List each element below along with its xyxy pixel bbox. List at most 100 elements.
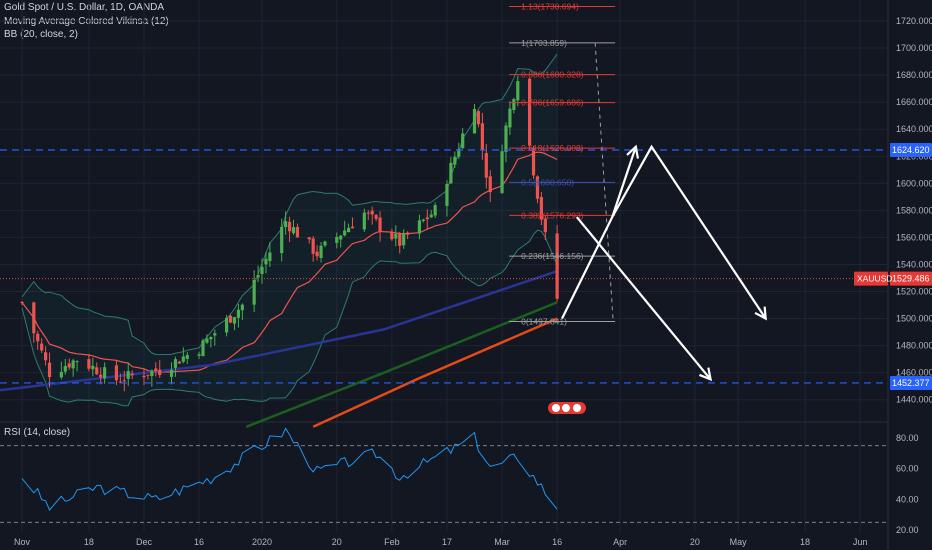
candle-body	[103, 367, 107, 379]
candle-body	[177, 361, 181, 364]
arrowhead	[626, 144, 640, 159]
candle-body	[319, 245, 323, 259]
rsi-pane	[0, 427, 888, 523]
candle-body	[146, 374, 150, 376]
time-tick-label: Feb	[384, 537, 400, 547]
candle-body	[150, 370, 154, 377]
candle-body	[59, 371, 63, 378]
rsi-tick-label: 40.00	[896, 494, 919, 504]
candle-body	[307, 237, 311, 240]
time-tick-label: 16	[552, 537, 562, 547]
time-tick-label: 20	[690, 537, 700, 547]
candle-body	[142, 375, 146, 378]
chart-title: Gold Spot / U.S. Dollar, 1D, OANDA	[4, 2, 165, 13]
candle-body	[539, 196, 543, 220]
candle-body	[205, 338, 209, 343]
candle-body	[339, 235, 343, 240]
candle-body	[457, 148, 461, 157]
time-tick-label: 16	[194, 537, 204, 547]
time-tick-label: 18	[84, 537, 94, 547]
rsi-label[interactable]: RSI (14, close)	[4, 427, 71, 438]
time-tick-label: May	[730, 537, 748, 547]
candle-body	[169, 369, 174, 377]
candle-body	[185, 354, 189, 359]
candle-body	[484, 153, 488, 178]
price-tick-label: 1560.000	[896, 232, 932, 242]
fib-level-label: 0.786(1659.686)	[521, 98, 584, 108]
candle-body	[63, 366, 67, 372]
projection-arrows	[561, 144, 767, 382]
candle-body	[91, 365, 95, 370]
candle-body	[472, 108, 477, 134]
candle-body	[343, 230, 347, 236]
price-tick-label: 1580.000	[896, 205, 932, 215]
candle-body	[47, 362, 52, 378]
candle-body	[228, 315, 233, 323]
candle-body	[362, 212, 366, 230]
candle-body	[512, 99, 516, 110]
candle-body	[378, 217, 382, 232]
candle-body	[453, 156, 457, 165]
candle-body	[232, 317, 237, 324]
candle-body	[114, 365, 119, 381]
fibonacci-levels: 1.13(1730.694) 1(1703.859) 0.886(1680.328)…	[509, 2, 616, 326]
projection-arrow-a	[561, 144, 767, 320]
candle-body	[240, 304, 244, 311]
time-tick-label: Jun	[853, 537, 868, 547]
upper-level-badge: 1624.620	[892, 145, 930, 155]
candle-body	[516, 81, 520, 101]
candle-body	[268, 252, 272, 261]
candle-body	[40, 343, 44, 351]
candle-body	[402, 232, 406, 246]
fib-level-label: 1.13(1730.694)	[521, 2, 579, 12]
candle-body	[44, 352, 48, 361]
candle-body	[480, 123, 484, 151]
grid	[0, 0, 888, 532]
indicator-bb-label[interactable]: BB (20, close, 2)	[4, 29, 78, 40]
candle-body	[284, 221, 288, 228]
candle-body	[417, 220, 422, 234]
rsi-tick-label: 20.00	[896, 525, 919, 535]
candle-body	[75, 361, 79, 363]
candle-body	[252, 279, 256, 305]
lower-level-badge: 1452.377	[892, 378, 930, 388]
candle-body	[504, 125, 508, 152]
event-dot-icon	[552, 404, 560, 412]
time-tick-label: 18	[800, 537, 810, 547]
candle-body	[433, 205, 437, 216]
candle-body	[32, 302, 36, 334]
price-tick-label: 1680.000	[896, 70, 932, 80]
candle-body	[366, 212, 370, 214]
candle-body	[425, 217, 429, 220]
arrowhead	[754, 306, 767, 321]
candle-body	[421, 219, 425, 221]
candle-body	[508, 108, 512, 128]
symbol-badge: XAUUSD	[857, 274, 892, 284]
price-tick-label: 1660.000	[896, 97, 932, 107]
price-tick-label: 1480.000	[896, 341, 932, 351]
price-tick-label: 1600.000	[896, 178, 932, 188]
ma-long-red	[312, 317, 558, 428]
fib-level-label: 0.5(1600.650)	[521, 177, 574, 187]
candle-body	[280, 226, 284, 254]
candle-body	[236, 309, 241, 318]
candle-body	[264, 258, 268, 265]
candle-body	[67, 363, 71, 368]
candle-body	[95, 367, 99, 375]
moving-averages	[0, 151, 558, 428]
candle-body	[535, 176, 540, 199]
fib-level-label: 0.236(1546.156)	[521, 251, 584, 261]
candle-body	[256, 275, 260, 278]
time-tick-label: 17	[442, 537, 452, 547]
current-price-badge-bg	[890, 271, 932, 286]
candle-body	[130, 373, 134, 376]
candle-body	[154, 368, 158, 372]
candle-body	[476, 111, 481, 125]
candle-body	[36, 333, 40, 342]
candle-body	[323, 241, 327, 246]
horizontal-levels	[0, 149, 888, 384]
candle-body	[346, 227, 351, 233]
candle-body	[118, 381, 122, 383]
symbol-badge-bg	[854, 271, 888, 286]
